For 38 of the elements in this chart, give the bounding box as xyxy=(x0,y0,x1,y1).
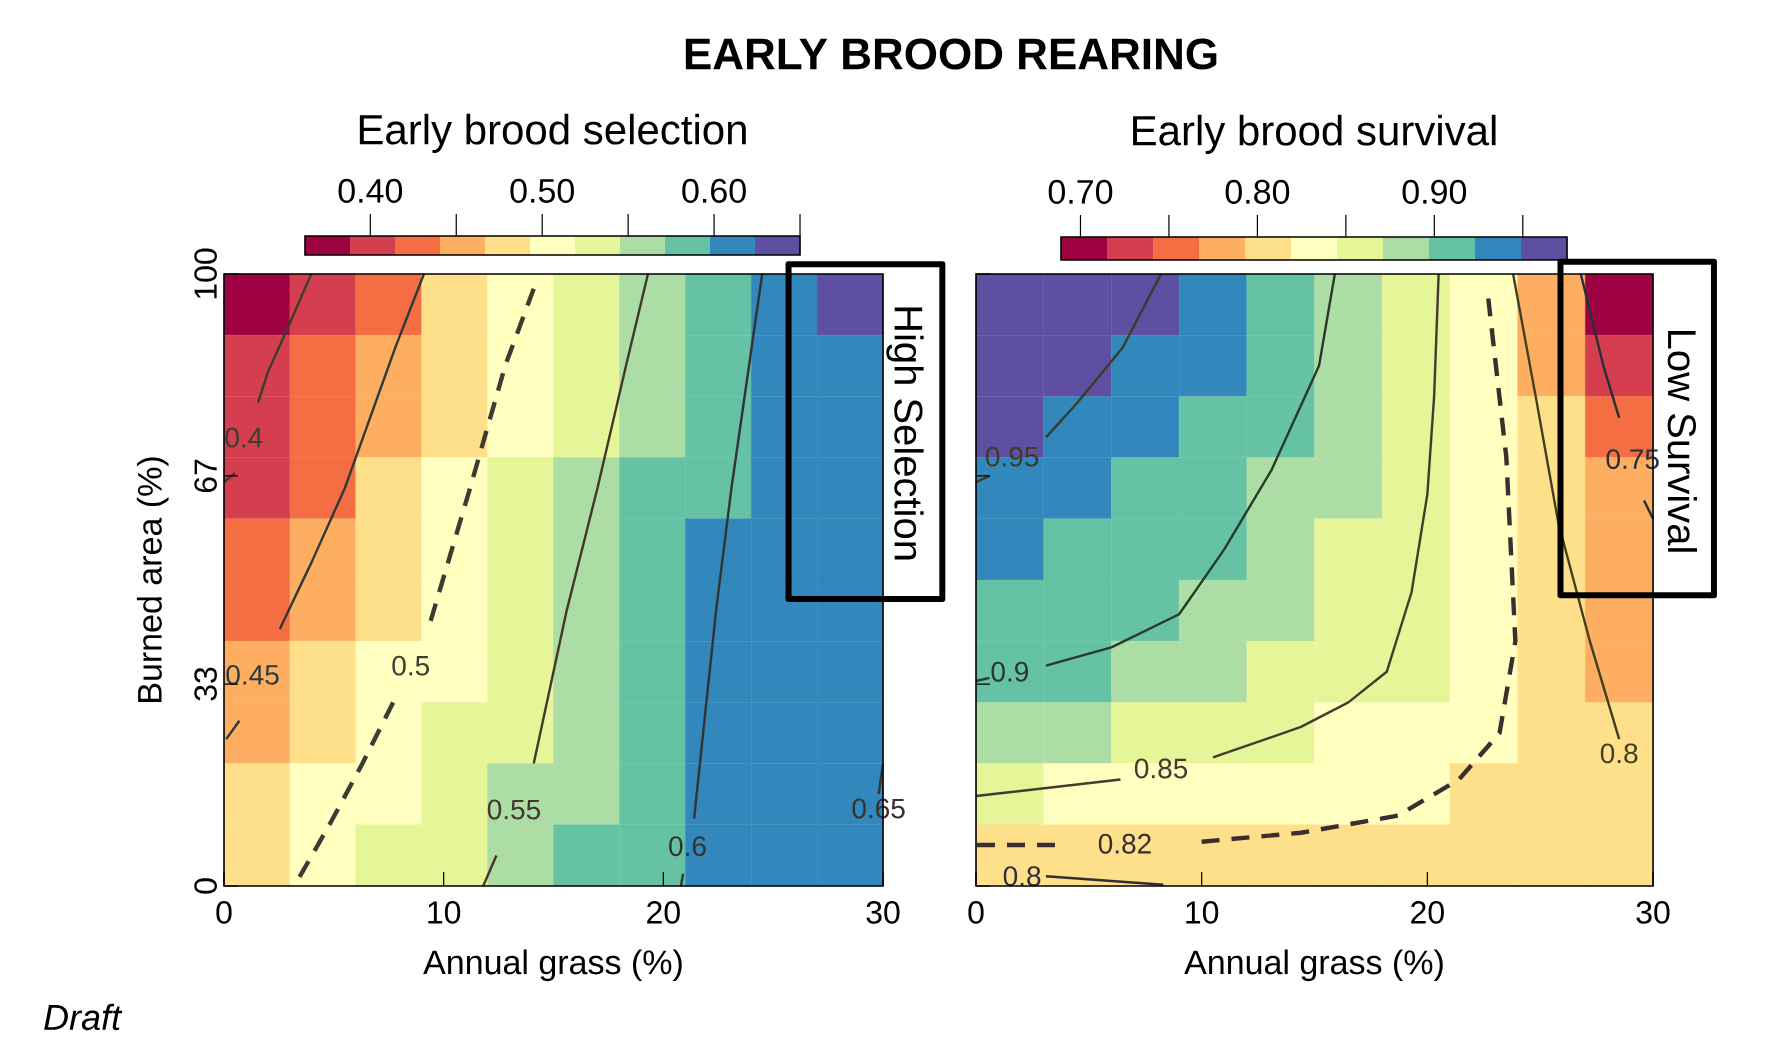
series-label: 0.5 xyxy=(392,655,430,676)
y-axis-title: Burned area (%) xyxy=(136,457,169,702)
x-tick-label: 20 xyxy=(1411,901,1444,924)
series-label: 0.8 xyxy=(1003,866,1041,887)
color-bar-label: 0.70 xyxy=(1048,179,1113,204)
chart-title: EARLY BROOD REARING xyxy=(685,38,1217,70)
color-bar-title: Early brood survival xyxy=(1133,114,1496,154)
color-bar-title: Early brood selection xyxy=(359,113,746,153)
color-bar-label: 0.60 xyxy=(682,178,746,203)
color-bar-label: 0.50 xyxy=(510,178,574,203)
x-tick-label: 10 xyxy=(1186,901,1219,924)
y-tick-label: 0 xyxy=(194,878,217,894)
y-tick-label: 67 xyxy=(194,459,217,493)
x-axis-title: Annual grass (%) xyxy=(423,949,682,982)
text: High Selection xyxy=(886,307,924,560)
y-tick-label: 33 xyxy=(194,667,217,701)
x-tick-label: 20 xyxy=(647,901,680,924)
x-tick-label: 30 xyxy=(866,901,900,924)
color-bar-label: 0.90 xyxy=(1402,179,1467,204)
text: Draft xyxy=(44,1003,123,1031)
x-tick-label: 0 xyxy=(216,901,232,924)
series-label: 0.6 xyxy=(669,836,706,857)
series-label: 0.9 xyxy=(991,661,1028,682)
series-label: 0.4 xyxy=(225,427,263,448)
x-tick-label: 10 xyxy=(428,901,461,924)
series-label: 0.82 xyxy=(1098,833,1151,854)
series-label: 0.85 xyxy=(1134,758,1188,779)
x-tick-label: 30 xyxy=(1636,901,1670,924)
text: Low Survival xyxy=(1667,330,1698,552)
color-bar-label: 0.40 xyxy=(338,178,403,203)
color-bar-label: 0.80 xyxy=(1225,179,1290,204)
y-tick-label: 100 xyxy=(194,248,217,299)
x-axis-title: Annual grass (%) xyxy=(1184,949,1443,982)
x-tick-label: 0 xyxy=(968,901,984,924)
series-label: 0.95 xyxy=(985,446,1039,467)
series-label: 0.45 xyxy=(226,664,279,685)
series-label: 0.55 xyxy=(487,799,541,820)
series-label: 0.8 xyxy=(1600,743,1638,764)
